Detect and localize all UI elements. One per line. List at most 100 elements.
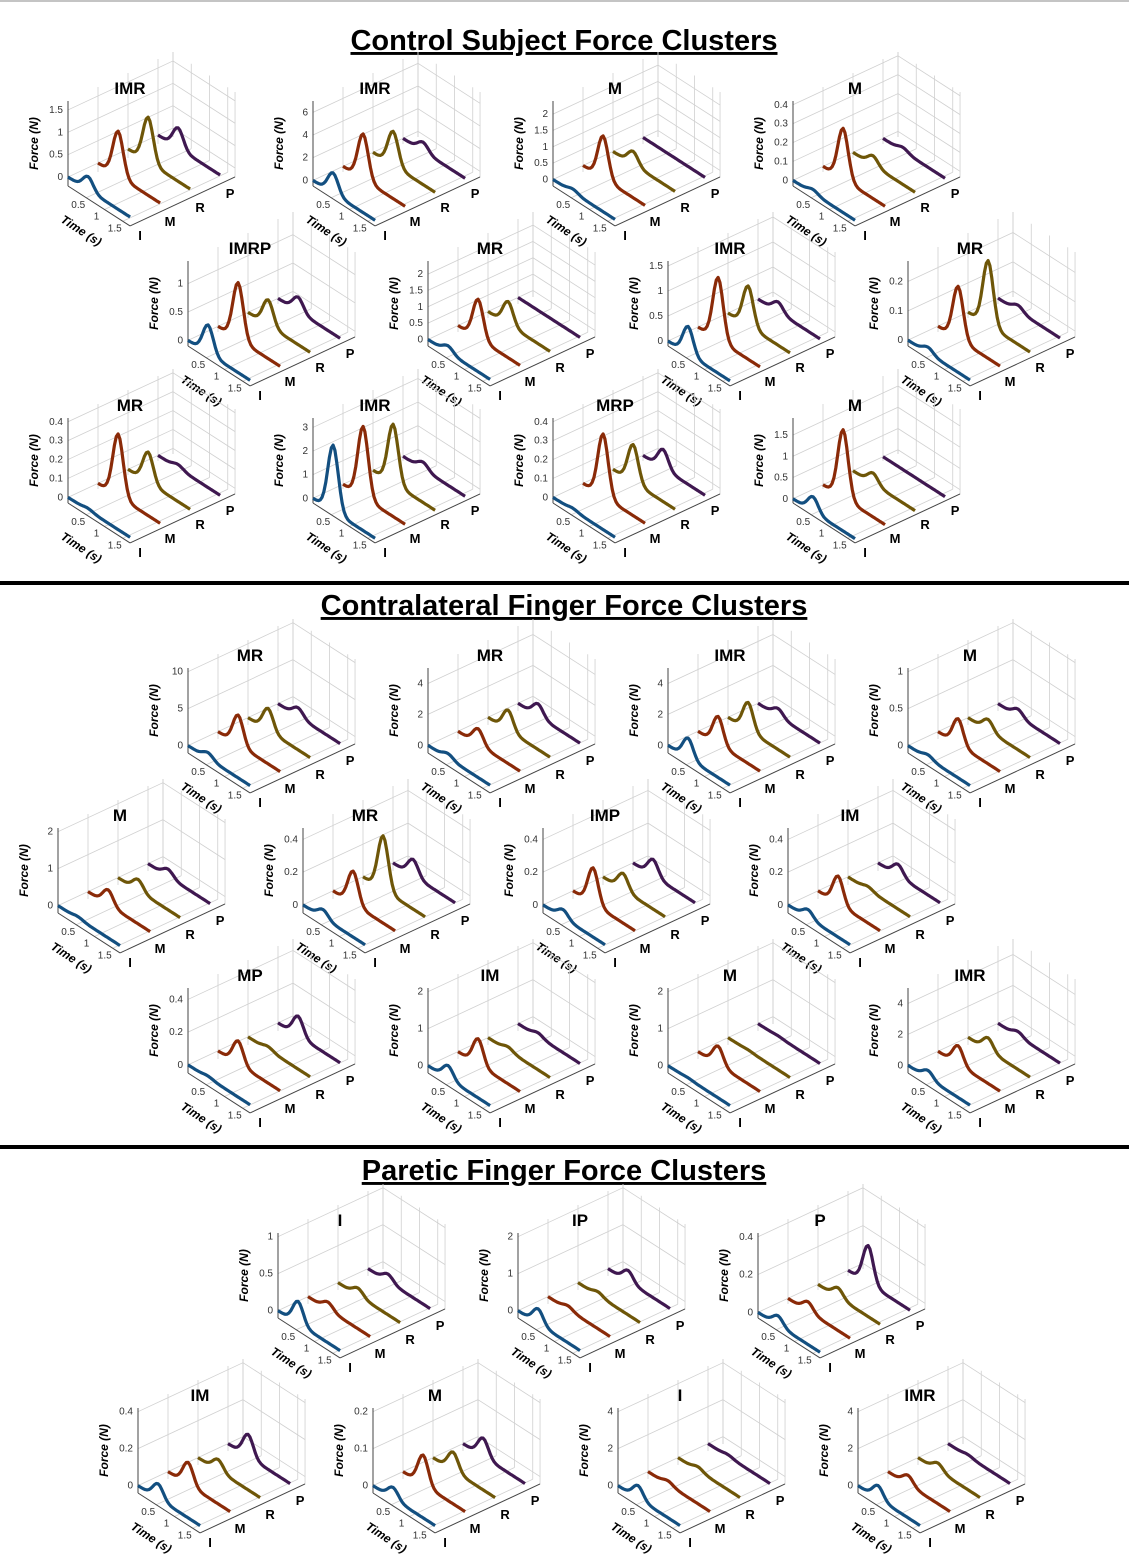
x-tick-label: 1 <box>214 779 220 790</box>
grid-line <box>907 261 1014 312</box>
x-tick-label: 0.5 <box>671 1087 685 1098</box>
y-tick-label: 1 <box>657 286 663 297</box>
finger-label: M <box>410 214 421 229</box>
force-curve <box>727 1036 791 1079</box>
x-axis <box>907 752 971 794</box>
finger-label: P <box>776 1493 785 1508</box>
grid-line <box>382 1261 446 1302</box>
force-curve <box>167 1460 231 1513</box>
grid-line <box>57 819 164 870</box>
finger-axis <box>854 493 961 544</box>
grid-line <box>892 855 956 897</box>
grid-line <box>667 1016 774 1066</box>
y-tick-label: 0.2 <box>524 867 538 878</box>
force-curve <box>727 700 791 759</box>
force-curve <box>97 432 161 525</box>
x-tick-label: 1.5 <box>828 950 842 961</box>
panel-title: M <box>608 79 622 98</box>
finger-axis <box>249 743 356 794</box>
grid-line <box>811 465 917 516</box>
force-curve <box>857 1483 921 1527</box>
finger-label: P <box>216 913 225 928</box>
grid-line <box>552 97 659 148</box>
finger-label: P <box>346 1073 355 1088</box>
grid-line <box>962 331 1068 382</box>
grid-line <box>477 1436 541 1477</box>
panel-title: MR <box>352 806 378 825</box>
x-tick-label: 1 <box>454 1099 460 1110</box>
grid-line <box>312 62 419 113</box>
y-tick-label: 0 <box>362 1481 368 1492</box>
finger-label: R <box>185 927 195 942</box>
grid-line <box>76 875 182 926</box>
grid-line <box>517 1261 624 1311</box>
finger-label: I <box>978 1115 982 1130</box>
force-curve <box>697 714 761 773</box>
x-tick-label: 0.5 <box>431 767 445 778</box>
y-tick-label: 0 <box>417 740 423 751</box>
y-tick-label: 0.2 <box>49 455 63 466</box>
force-curve <box>907 338 971 382</box>
finger-label: P <box>1066 346 1075 361</box>
y-axis-label: Force (N) <box>627 277 641 330</box>
finger-label: I <box>738 795 742 810</box>
x-tick-label: 1.5 <box>343 950 357 961</box>
finger-label: P <box>1016 1493 1025 1508</box>
grid-line <box>427 290 534 340</box>
force-curve <box>517 701 581 745</box>
grid-line <box>427 224 534 275</box>
grid-line <box>579 887 685 937</box>
grid-line <box>417 448 481 490</box>
force-curve <box>247 298 311 354</box>
finger-label: M <box>525 374 536 389</box>
x-tick-label: 1 <box>819 212 825 223</box>
x-tick-label: 0.5 <box>71 200 85 211</box>
x-tick-label: 1 <box>934 779 940 790</box>
y-axis-label: Force (N) <box>332 1424 346 1477</box>
finger-label: I <box>613 955 617 970</box>
x-tick-label: 1 <box>399 1519 405 1530</box>
finger-label: P <box>471 503 480 518</box>
grid-line <box>206 715 312 766</box>
grid-line <box>897 112 961 153</box>
y-axis-label: Force (N) <box>627 684 641 737</box>
y-axis-label: Force (N) <box>147 1004 161 1057</box>
force-curve <box>967 1035 1031 1079</box>
grid-line <box>892 790 956 831</box>
x-tick-label: 1.5 <box>948 790 962 801</box>
force-curve <box>792 494 856 541</box>
force-curve <box>332 869 396 933</box>
y-tick-label: 0.1 <box>534 473 548 484</box>
finger-label: I <box>258 795 262 810</box>
force-curve <box>137 1481 201 1527</box>
force-curve <box>457 726 521 773</box>
finger-label: R <box>1035 360 1045 375</box>
grid-line <box>552 130 659 180</box>
y-tick-label: 2 <box>607 1444 613 1455</box>
grid-line <box>622 1224 686 1265</box>
finger-label: M <box>1005 781 1016 796</box>
grid-line <box>542 822 649 873</box>
x-tick-label: 0.5 <box>911 1087 925 1098</box>
y-axis-label: Force (N) <box>477 1249 491 1302</box>
grid-line <box>607 488 713 539</box>
y-axis-label: Force (N) <box>27 434 41 487</box>
finger-label: P <box>1066 1073 1075 1088</box>
finger-label: P <box>701 913 710 928</box>
panel-title: IMR <box>714 239 745 258</box>
panel-title: MR <box>957 239 983 258</box>
grid-line <box>407 822 471 864</box>
finger-label: M <box>890 214 901 229</box>
grid-line <box>926 1035 1032 1086</box>
grid-line <box>296 1280 402 1331</box>
finger-label: P <box>471 186 480 201</box>
finger-label: M <box>955 1521 966 1536</box>
force-curve <box>307 1295 371 1338</box>
grid-line <box>122 488 228 539</box>
x-axis <box>187 752 251 794</box>
x-tick-label: 1 <box>304 1344 310 1355</box>
grid-line <box>67 127 174 178</box>
finger-label: P <box>436 1318 445 1333</box>
